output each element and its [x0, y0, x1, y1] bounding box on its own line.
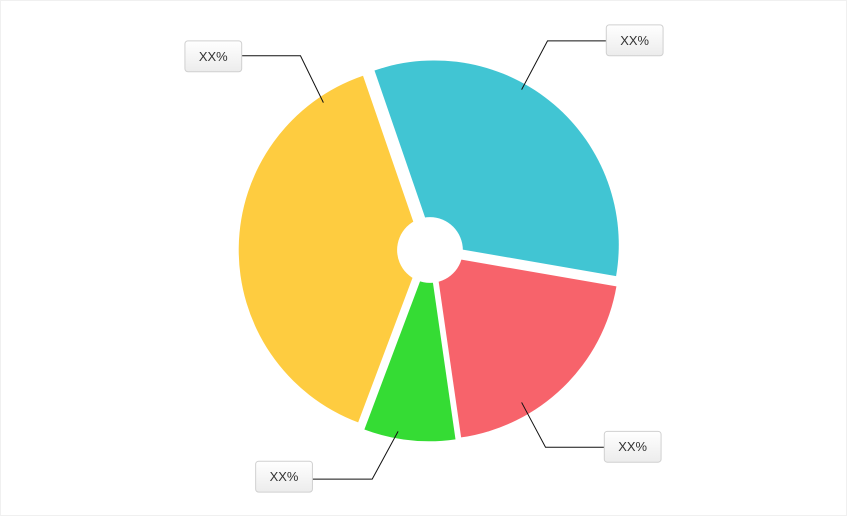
data-label: XX% [270, 469, 299, 484]
data-label-box [184, 40, 243, 73]
data-label-box [605, 24, 664, 57]
pie-slice [434, 255, 617, 438]
leader-line [521, 402, 605, 448]
leader-line [312, 431, 399, 480]
pie-slice [238, 75, 424, 423]
data-label: XX% [199, 49, 228, 64]
data-label-box [255, 460, 313, 493]
data-label-box [603, 430, 662, 463]
leader-line [241, 55, 324, 103]
pie-slice [364, 256, 456, 442]
donut-hole [397, 217, 463, 283]
leader-line [521, 40, 607, 90]
data-label: XX% [620, 33, 649, 48]
data-label: XX% [618, 439, 647, 454]
